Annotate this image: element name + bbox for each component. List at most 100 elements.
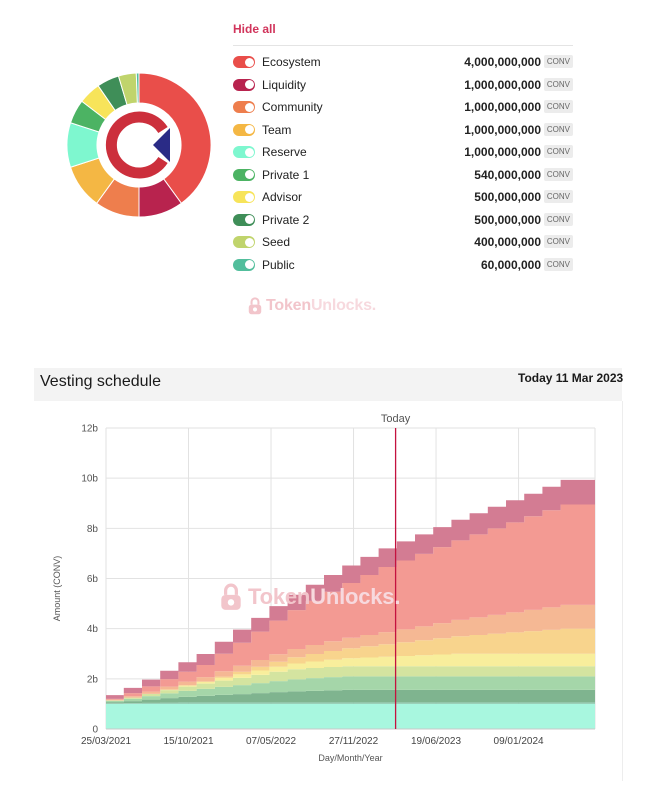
vesting-header-bar: [34, 368, 622, 401]
area-series-reserve[interactable]: [106, 703, 595, 729]
today-marker-label: Today: [381, 413, 411, 425]
watermark-text-unlocks: Unlocks.: [310, 297, 377, 314]
x-tick-label: 07/05/2022: [246, 736, 296, 747]
legend-amount-seed: 400,000,000: [474, 235, 541, 249]
area-series-liquidity[interactable]: [106, 478, 595, 699]
legend-row-private-1: Private 1 540,000,000 CONV: [233, 164, 573, 187]
project-logo-icon: [97, 103, 181, 187]
allocation-legend: Ecosystem 4,000,000,000 CONV Liquidity 1,000…: [233, 51, 573, 276]
toggle-knob: [244, 57, 254, 67]
legend-toggle-private-1[interactable]: [233, 168, 255, 181]
legend-toggle-community[interactable]: [233, 101, 255, 113]
y-tick-label: 0: [92, 725, 98, 736]
legend-amount-ecosystem: 4,000,000,000: [464, 55, 541, 69]
toggle-knob: [244, 237, 254, 247]
toggle-knob: [244, 80, 254, 89]
y-tick-label: 4b: [87, 624, 99, 635]
unit-badge: CONV: [543, 55, 573, 68]
legend-toggle-team[interactable]: [233, 123, 255, 136]
unit-badge: CONV: [543, 257, 573, 271]
legend-amount-liquidity: 1,000,000,000: [464, 77, 541, 92]
legend-row-advisor: Advisor 500,000,000 CONV: [233, 186, 573, 209]
vesting-chart: 0 2b 4b 6b 8b 10b 12b 25/03/2021 15/10/2021 07/05…: [52, 413, 596, 763]
toggle-knob: [244, 215, 254, 224]
y-axis-title: Amount (CONV): [52, 556, 62, 622]
legend-toggle-seed[interactable]: [233, 236, 255, 248]
legend-name-ecosystem: Ecosystem: [262, 55, 321, 69]
area-series-team[interactable]: [106, 628, 595, 701]
today-date: Today 11 Mar 2023: [518, 371, 624, 385]
legend-row-community: Community 1,000,000,000 CONV: [233, 96, 573, 119]
legend-toggle-public[interactable]: [233, 258, 255, 271]
unit-badge: CONV: [543, 190, 573, 203]
legend-name-team: Team: [262, 122, 292, 137]
legend-name-private-1: Private 1: [262, 167, 310, 182]
toggle-knob: [244, 125, 254, 134]
area-series-private-1[interactable]: [106, 676, 595, 703]
legend-name-public: Public: [262, 257, 295, 272]
x-axis-title: Day/Month/Year: [318, 753, 382, 763]
unit-badge: CONV: [543, 100, 573, 113]
area-series-private-2[interactable]: [106, 689, 595, 704]
legend-amount-team: 1,000,000,000: [464, 122, 541, 137]
y-tick-label: 10b: [81, 474, 98, 485]
x-tick-label: 15/10/2021: [163, 736, 213, 747]
legend-toggle-private-2[interactable]: [233, 213, 255, 226]
x-tick-label: 09/01/2024: [494, 736, 544, 747]
legend-divider: [233, 45, 573, 46]
legend-amount-public: 60,000,000: [480, 257, 541, 272]
tokenunlocks-watermark-chart: Token Unlocks.: [220, 583, 400, 611]
y-tick-label: 2b: [87, 674, 99, 685]
unit-badge: CONV: [543, 77, 573, 91]
allocation-donut-chart: [66, 72, 212, 218]
legend-name-seed: Seed: [262, 235, 291, 249]
unit-badge: CONV: [543, 235, 573, 248]
legend-name-private-2: Private 2: [262, 212, 310, 227]
legend-name-liquidity: Liquidity: [262, 77, 307, 92]
toggle-knob: [244, 170, 254, 179]
legend-toggle-ecosystem[interactable]: [233, 56, 255, 68]
legend-toggle-liquidity[interactable]: [233, 78, 255, 91]
legend-row-liquidity: Liquidity 1,000,000,000 CONV: [233, 74, 573, 97]
legend-name-reserve: Reserve: [262, 145, 307, 159]
legend-toggle-advisor[interactable]: [233, 191, 255, 203]
unit-badge: CONV: [543, 122, 573, 136]
watermark-text-token: Token: [266, 297, 311, 314]
area-series-public[interactable]: [106, 702, 595, 704]
toggle-knob: [244, 192, 254, 202]
legend-row-private-2: Private 2 500,000,000 CONV: [233, 209, 573, 232]
tokenunlocks-watermark: Token Unlocks.: [248, 297, 376, 315]
y-tick-label: 8b: [87, 524, 99, 535]
legend-toggle-reserve[interactable]: [233, 146, 255, 158]
area-series-community[interactable]: [106, 603, 595, 701]
lock-logo-icon: [221, 583, 241, 610]
legend-row-seed: Seed 400,000,000 CONV: [233, 231, 573, 254]
legend-name-advisor: Advisor: [262, 190, 303, 204]
legend-amount-community: 1,000,000,000: [464, 100, 541, 114]
legend-row-public: Public 60,000,000 CONV: [233, 254, 573, 277]
legend-row-team: Team 1,000,000,000 CONV: [233, 119, 573, 142]
area-series-seed[interactable]: [106, 666, 595, 701]
watermark-text-unlocks: Unlocks.: [310, 584, 401, 609]
toggle-knob: [244, 102, 254, 112]
area-series-ecosystem[interactable]: [106, 503, 595, 700]
x-tick-label: 25/03/2021: [81, 736, 131, 747]
hide-all-button[interactable]: Hide all: [233, 22, 276, 36]
unit-badge: CONV: [543, 145, 573, 158]
vesting-title: Vesting schedule: [40, 373, 161, 390]
lock-logo-icon: [248, 297, 262, 315]
toggle-knob: [244, 260, 254, 269]
unit-badge: CONV: [543, 212, 573, 226]
area-series-advisor[interactable]: [106, 653, 595, 701]
legend-name-community: Community: [262, 100, 323, 114]
legend-row-ecosystem: Ecosystem 4,000,000,000 CONV: [233, 51, 573, 74]
legend-amount-private-2: 500,000,000: [474, 212, 541, 227]
legend-amount-private-1: 540,000,000: [474, 167, 541, 182]
y-tick-label: 6b: [87, 574, 99, 585]
unit-badge: CONV: [543, 167, 573, 181]
y-tick-label: 12b: [81, 424, 98, 435]
x-tick-label: 27/11/2022: [329, 736, 379, 747]
x-tick-label: 19/06/2023: [411, 736, 461, 747]
vesting-chart-card: 0 2b 4b 6b 8b 10b 12b 25/03/2021 15/10/2021 07/05…: [34, 401, 623, 781]
watermark-text-token: Token: [248, 584, 311, 609]
